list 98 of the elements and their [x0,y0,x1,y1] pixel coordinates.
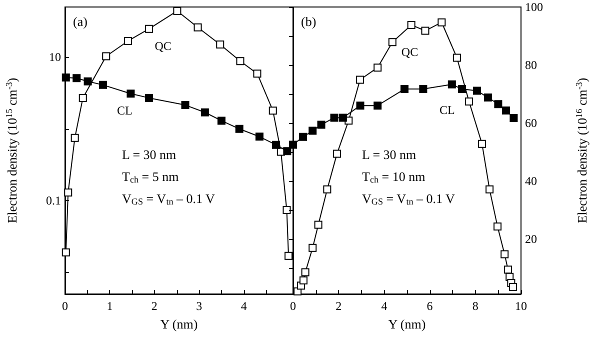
x-axis-title: Y (nm) [388,316,426,332]
point [458,85,466,94]
y2-tick-label: 100 [525,0,543,14]
point [78,94,87,102]
point [438,18,446,26]
x-tick-label: 4 [381,299,388,313]
point [502,106,510,114]
point [145,94,154,102]
series-label: QC [154,38,172,53]
series-label: CL [440,103,455,118]
point [500,250,509,258]
point [494,222,502,230]
annotation: VGS = Vtn – 0.1 V [122,191,216,206]
point [236,57,244,66]
x-tick-label: 8 [472,299,478,313]
point [301,268,310,276]
point [374,102,382,110]
point [486,185,494,194]
point [102,52,110,60]
point [478,140,486,148]
point [173,6,182,15]
point [448,80,456,88]
point [84,77,92,86]
point [235,124,244,133]
annotation: (b) [301,14,316,29]
point [314,220,322,229]
point [64,188,72,196]
point [62,74,70,82]
annotation: Tch = 5 nm [122,169,179,184]
point [272,140,280,149]
point [268,106,277,115]
point [323,185,332,194]
point [289,140,297,149]
point [374,64,382,72]
point [472,86,481,95]
point [338,114,347,122]
point [124,36,132,45]
point [216,40,224,49]
annotation: (a) [73,14,88,29]
point [484,93,492,102]
series-label: QC [401,45,418,60]
x-tick-label: 1 [106,299,113,313]
point [308,244,317,252]
point [510,114,518,122]
annotation: L = 30 nm [362,147,416,162]
y2-axis-title: Electron density (1016 cm-3) [574,78,590,224]
point [145,24,154,33]
point [181,101,190,110]
y2-tick-label: 80 [525,58,537,72]
point [194,23,202,32]
annotation: Tch = 10 nm [362,169,426,184]
point [407,20,416,29]
point [299,132,308,141]
x-tick-label: 2 [151,299,158,313]
x-axis-title: Y (nm) [160,316,198,332]
point [421,26,430,35]
y2-tick-label: 60 [525,116,537,130]
x-tick-label: 0 [290,299,296,313]
point [356,76,364,84]
point [504,266,512,274]
point [284,252,293,260]
y-axis-title: Electron density (1015 cm-3) [4,78,20,224]
point [283,147,292,156]
point [200,108,209,116]
point [494,100,502,108]
annotation: L = 30 nm [122,147,176,162]
point [255,132,264,141]
point [126,90,135,98]
point [452,54,461,62]
point [217,116,226,125]
x-tick-label: 2 [336,299,342,313]
point [356,102,364,110]
x-tick-label: 10 [515,299,527,313]
point [99,80,107,89]
x-tick-label: 4 [240,299,247,313]
x-tick-label: 3 [196,299,202,313]
x-tick-label: 6 [426,299,433,313]
point [419,85,428,94]
series-label: CL [117,104,132,118]
point [299,276,308,284]
x-tick-label: 0 [62,299,68,313]
point [70,134,79,142]
point [62,248,70,256]
point [308,126,317,135]
y2-tick-label: 20 [525,232,537,246]
point [317,120,326,129]
point [400,85,408,94]
point [509,283,518,292]
point [330,114,338,122]
y-tick-label: 0.1 [46,194,61,208]
point [388,38,396,46]
y2-tick-label: 40 [525,174,537,188]
annotation: VGS = Vtn – 0.1 V [362,191,456,206]
point [253,70,262,78]
point [72,74,81,82]
point [465,98,474,106]
point [282,206,291,214]
point [333,150,342,158]
